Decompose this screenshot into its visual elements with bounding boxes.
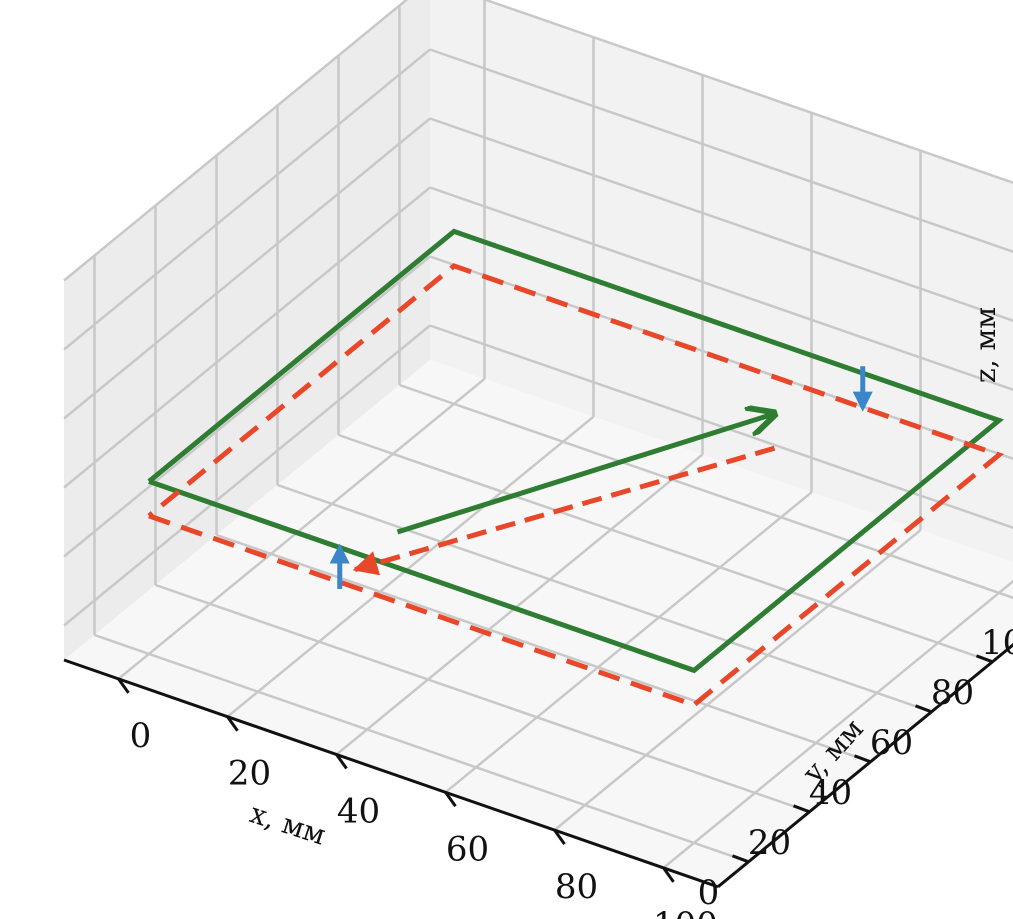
- y-tick-label: 60: [870, 723, 913, 763]
- grid-line-z-side: [63, 0, 409, 282]
- tick-labels: 020406080100020406080100020406080100: [130, 623, 1013, 919]
- y-axis-line: [717, 643, 1013, 888]
- grid-line-z-back: [482, 0, 1013, 185]
- y-tick-label: 40: [809, 773, 852, 813]
- grid-line-y-floor: [338, 433, 993, 663]
- x-axis-label: x, мм: [246, 796, 330, 851]
- series-path-solid: [147, 228, 1005, 674]
- x-tick-label: 0: [130, 716, 152, 756]
- grid-line-x-floor: [226, 415, 595, 718]
- grid-line-x-floor: [444, 491, 813, 794]
- x-tick-mark: [117, 678, 130, 694]
- axis-lines: [63, 643, 1013, 889]
- z-axis-label: z, мм: [969, 307, 1002, 383]
- x-axis-line: [63, 658, 719, 889]
- grid-line-z-back: [429, 117, 1013, 323]
- grid-line-z-side: [63, 324, 431, 627]
- grid-line-y-floor: [94, 633, 749, 863]
- x-tick-mark: [662, 867, 675, 883]
- x-tick-mark: [335, 753, 348, 770]
- grid-line-z-side: [63, 255, 431, 558]
- grid-line-z-back: [429, 48, 1013, 254]
- grid-line-y-floor: [277, 483, 932, 713]
- x-tick-label: 80: [555, 867, 598, 907]
- floor-pane: [64, 360, 1013, 887]
- grid-line-x-floor: [335, 453, 704, 756]
- series-group: [147, 228, 1005, 708]
- grid-line-y-floor: [399, 383, 1013, 600]
- grid-line-y-floor: [155, 583, 810, 813]
- direction-arrow: [396, 414, 775, 535]
- x-tick-mark: [226, 715, 239, 732]
- grid-line-y-floor: [216, 533, 871, 763]
- y-tick-label: 80: [931, 673, 974, 713]
- grid-line-z-back: [429, 186, 1013, 392]
- y-tick-mark: [731, 854, 750, 864]
- x-tick-label: 40: [337, 792, 380, 832]
- x-tick-mark: [553, 829, 566, 845]
- y-tick-mark: [975, 654, 994, 664]
- grid-line-z-back: [429, 324, 1013, 530]
- return-arrow: [352, 445, 776, 576]
- x-tick-label: 60: [446, 829, 489, 869]
- grid-line-z-side: [63, 186, 431, 489]
- y-tick-label: 20: [748, 823, 791, 863]
- y-tick-mark: [853, 754, 872, 764]
- y-tick-label: 100: [981, 623, 1013, 663]
- grid-line-z-side: [63, 48, 431, 351]
- x-tick-label: 100: [653, 905, 718, 919]
- series-path-dashed: [147, 263, 1005, 708]
- x-tick-label: 20: [228, 754, 271, 794]
- grid-line-x-floor: [553, 529, 922, 832]
- x-tick-mark: [444, 791, 457, 808]
- grid-line-x-floor: [662, 579, 1013, 869]
- back-pane: [430, 0, 1013, 563]
- grid-line-x-floor: [117, 377, 486, 680]
- y-tick-mark: [792, 804, 811, 814]
- y-tick-label: 0: [698, 873, 720, 913]
- grid-line-z-side: [63, 117, 431, 420]
- y-tick-mark: [914, 704, 933, 714]
